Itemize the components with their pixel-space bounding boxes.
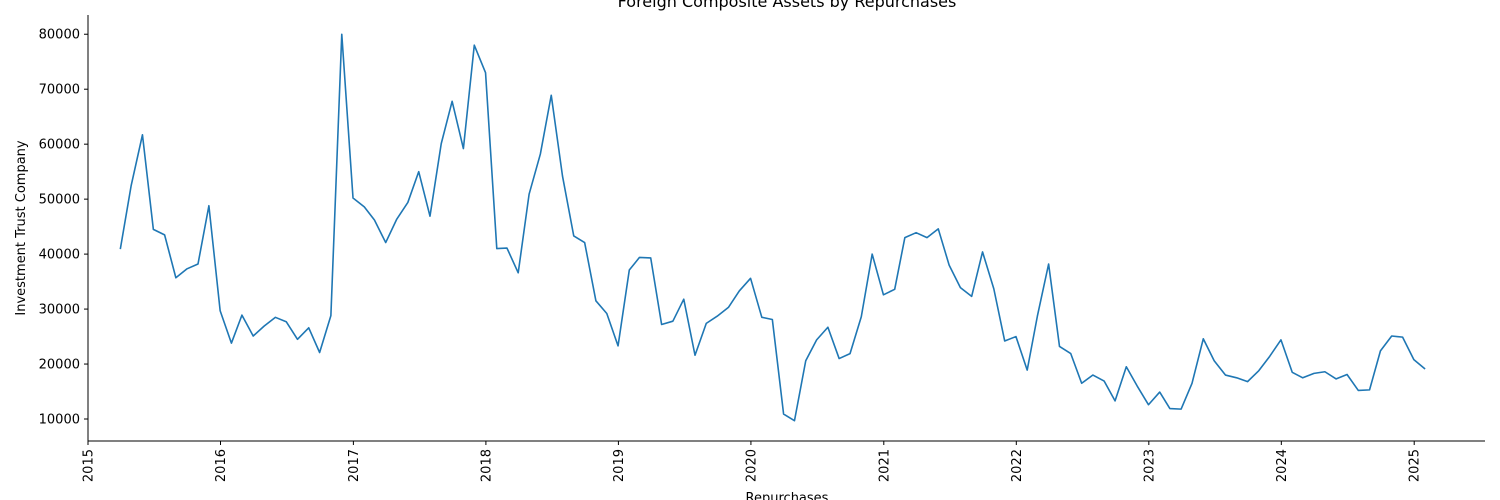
- y-tick-label: 20000: [39, 358, 80, 373]
- x-tick-label: 2015: [82, 449, 97, 482]
- x-tick-label: 2019: [612, 449, 627, 482]
- x-tick-label: 2020: [744, 449, 759, 482]
- x-tick-label: 2017: [347, 449, 362, 482]
- y-tick-label: 50000: [39, 193, 80, 208]
- x-tick-label: 2018: [479, 449, 494, 482]
- series-line-0: [119, 33, 1426, 422]
- y-axis-label: Investment Trust Company: [14, 140, 29, 316]
- y-tick-label: 80000: [39, 28, 80, 43]
- y-axis: 10000 20000 30000 40000 50000 60000 70000 80000: [39, 15, 89, 441]
- x-tick-label: 2024: [1275, 449, 1290, 482]
- x-tick-label: 2021: [877, 449, 892, 482]
- x-tick-label: 2025: [1408, 449, 1423, 482]
- x-axis: 2015 2016 2017 2018 2019 2020 2021 2022 2023 2024…: [82, 440, 1485, 482]
- chart-title: Foreign Composite Assets by Repurchases: [618, 0, 957, 11]
- y-tick-label: 40000: [39, 248, 80, 263]
- y-tick-label: 30000: [39, 303, 80, 318]
- x-tick-label: 2022: [1010, 449, 1025, 482]
- x-tick-label: 2023: [1142, 449, 1157, 482]
- y-tick-label: 70000: [39, 83, 80, 98]
- y-tick-label: 10000: [39, 413, 80, 428]
- x-tick-label: 2016: [214, 449, 229, 482]
- plot-area: [119, 33, 1426, 422]
- x-axis-label: Repurchases: [746, 491, 829, 500]
- y-tick-label: 60000: [39, 138, 80, 153]
